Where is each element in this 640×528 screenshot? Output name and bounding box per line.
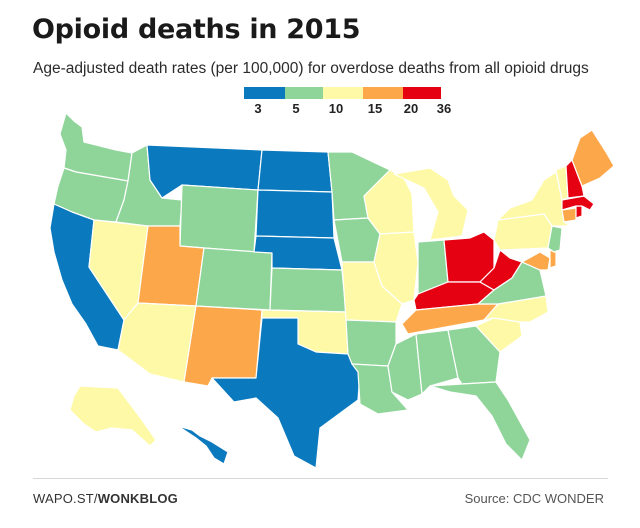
state-MA [561,195,595,211]
state-HI [177,425,229,465]
site-prefix: WAPO.ST/ [33,491,98,506]
state-RI [575,205,583,219]
state-MD [521,251,551,271]
legend-swatch-4 [363,87,403,99]
legend-label: 3 [254,101,262,116]
map-subtitle: Age-adjusted death rates (per 100,000) f… [33,60,589,77]
legend-swatch-3 [323,87,363,99]
state-OH [443,231,495,283]
map-title: Opioid deaths in 2015 [32,14,361,45]
state-AK [69,385,157,447]
state-SC [475,317,523,353]
site-suffix: WONKBLOG [97,491,178,506]
state-KS [269,267,347,313]
legend-label: 15 [367,101,383,116]
state-NH [565,159,585,199]
state-AL [415,329,459,395]
legend-swatch-2 [285,87,323,99]
state-AZ [117,302,197,383]
state-NJ [547,225,563,253]
legend-swatch-1 [244,87,285,99]
state-ME [571,129,615,187]
source-credit: Source: CDC WONDER [464,491,604,506]
state-NM [183,305,263,387]
state-AR [345,319,397,367]
legend-label: 10 [328,101,344,116]
state-CT [561,207,577,223]
legend-label: 20 [403,101,419,116]
state-ND [257,149,333,193]
legend-label: 5 [292,101,300,116]
state-TX [211,317,361,469]
state-CO [195,247,273,311]
state-SD [255,189,335,239]
state-DE [549,249,557,269]
state-WI [363,169,415,235]
legend-swatch-5 [403,87,441,99]
state-IL [373,231,419,305]
state-MI [393,167,469,241]
legend-label: 36 [436,101,452,116]
state-WY [179,184,259,253]
us-map [49,112,615,469]
site-credit[interactable]: WAPO.ST/WONKBLOG [33,491,178,506]
footer-divider [33,478,608,479]
legend: 3 5 10 15 20 36 [0,0,640,130]
state-FL [429,381,531,461]
